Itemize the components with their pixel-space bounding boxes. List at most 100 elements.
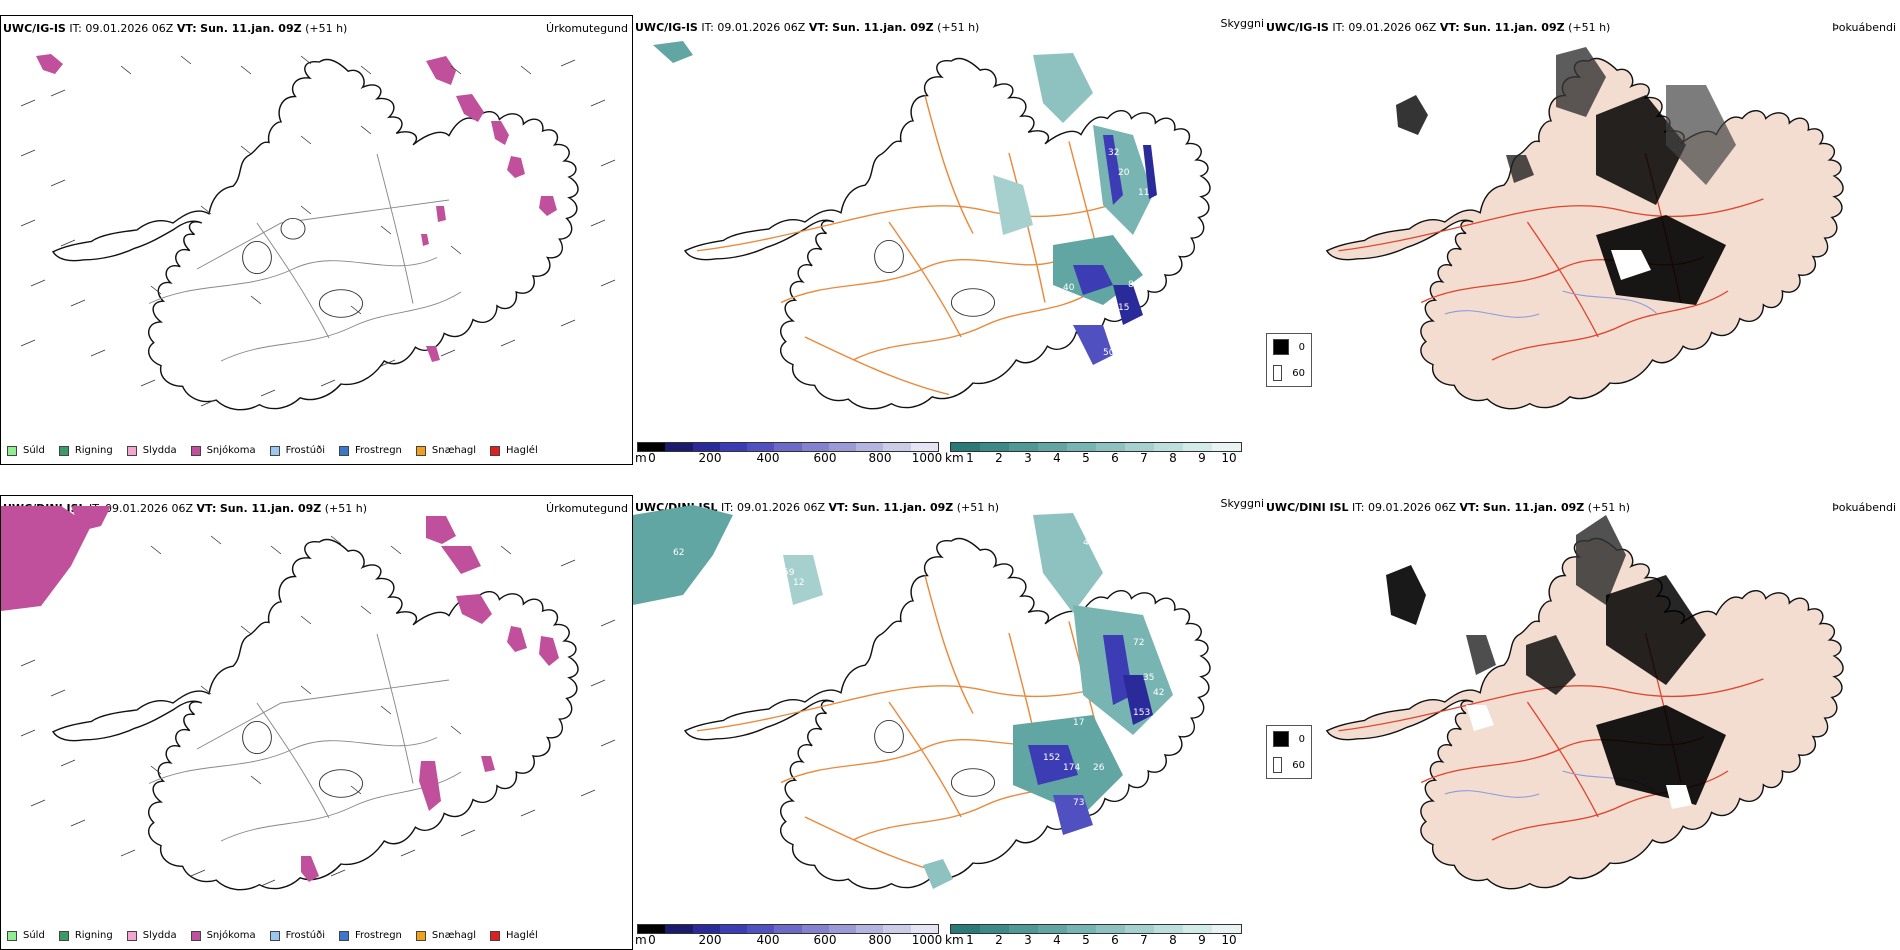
visibility-swatch	[980, 925, 1009, 933]
visibility-swatch	[1096, 443, 1125, 451]
legend-swatch	[415, 930, 426, 941]
legend-swatch	[126, 930, 137, 941]
legend-swatch	[490, 445, 501, 456]
ceiling-swatches	[637, 924, 939, 934]
visibility-tick: 5	[1082, 933, 1090, 947]
product-title: Úrkomutegund	[546, 22, 628, 35]
legend-swatch	[58, 445, 69, 456]
ceiling-swatch	[801, 443, 829, 451]
ceiling-swatch	[828, 925, 857, 933]
ceiling-swatch	[638, 443, 666, 451]
svg-text:20: 20	[1118, 168, 1130, 178]
svg-text:43: 43	[1083, 538, 1094, 548]
visibility-swatch	[1183, 925, 1212, 933]
fog-areas	[1386, 515, 1726, 809]
ceiling-swatch	[747, 443, 775, 451]
legend-item: Snæhagl	[415, 930, 476, 941]
ceiling-tick: 0	[648, 451, 656, 465]
fog-map	[1326, 47, 1844, 410]
visibility-swatch	[1125, 925, 1154, 933]
visibility-colorbar: km 1 2 3 4 5 6 7 8 9 10	[945, 921, 1245, 947]
snow-areas	[1, 506, 559, 882]
fog-legend: 0 60	[1266, 725, 1312, 779]
visibility-areas	[633, 505, 1173, 889]
ceiling-tick: 400	[756, 933, 780, 947]
legend-swatch	[339, 930, 349, 941]
legend-item: Rigning	[58, 445, 113, 456]
svg-text:17: 17	[1073, 718, 1084, 728]
ceiling-values: 62 59 12 25 43 72 66 35 42 60 153 16 152…	[673, 538, 1185, 888]
panel-header: UWC/IG-IS IT: 09.01.2026 06Z VT: Sun. 11…	[635, 21, 980, 34]
ceiling-tick: 800	[868, 451, 892, 465]
ceiling-swatch	[910, 443, 938, 451]
legend-item: Rigning	[58, 930, 113, 941]
legend-swatch	[339, 445, 349, 456]
legend-item: Súld	[7, 445, 45, 456]
visibility-swatch	[951, 925, 980, 933]
legend-item: Snjókoma	[190, 445, 256, 456]
visibility-swatch	[1212, 443, 1241, 451]
svg-text:72: 72	[1133, 638, 1144, 648]
fog-swatch	[1273, 757, 1283, 773]
ceiling-swatch	[883, 925, 911, 933]
legend-item: Slydda	[126, 445, 177, 456]
svg-text:153: 153	[1133, 708, 1150, 718]
ceiling-values: 45 32 20 11 35 89 75 15 316 50 40	[1063, 58, 1169, 358]
visibility-tick: 9	[1198, 933, 1206, 947]
fog-legend-row: 60	[1267, 360, 1311, 386]
fog-swatch	[1273, 365, 1283, 381]
svg-text:89: 89	[1128, 280, 1140, 290]
visibility-swatches	[950, 924, 1242, 934]
ptype-map	[20, 54, 616, 411]
fog-legend-row: 0	[1267, 334, 1311, 360]
fog-areas	[1396, 47, 1736, 305]
snow-areas	[36, 54, 557, 362]
ceiling-swatch	[856, 925, 884, 933]
product-title: Skyggni	[1220, 17, 1264, 30]
fog-legend-row: 0	[1267, 726, 1311, 752]
product-title: Þokuábendi	[1832, 501, 1896, 514]
visibility-map: 62 59 12 25 43 72 66 35 42 60 153 16 152…	[633, 505, 1211, 890]
legend-item: Frostregn	[339, 930, 402, 941]
legend-swatch	[415, 445, 426, 456]
ceiling-unit: m	[635, 451, 647, 465]
svg-text:16: 16	[1148, 723, 1160, 733]
svg-text:15: 15	[1118, 303, 1129, 313]
svg-text:11: 11	[1138, 188, 1149, 198]
svg-text:40: 40	[1063, 283, 1075, 293]
svg-text:75: 75	[1148, 268, 1159, 278]
ceiling-swatch	[692, 443, 720, 451]
visibility-map: 45 32 20 11 35 89 75 15 316 50 40	[653, 41, 1211, 410]
visibility-tick: 8	[1169, 451, 1177, 465]
ceiling-swatch	[801, 925, 829, 933]
legend-swatch	[7, 445, 17, 456]
svg-text:32: 32	[1108, 148, 1119, 158]
legend-item: Snjókoma	[190, 930, 256, 941]
visibility-swatch	[1038, 443, 1067, 451]
ptype-legend: Súld Rigning Slydda Snjókoma Frostúði Fr…	[7, 930, 552, 941]
svg-text:50: 50	[1103, 348, 1115, 358]
visibility-swatch	[1212, 925, 1241, 933]
visibility-tick: 6	[1111, 451, 1119, 465]
ceiling-swatches	[637, 442, 939, 452]
ceiling-swatch	[665, 925, 693, 933]
svg-text:152: 152	[1043, 753, 1060, 763]
legend-swatch	[269, 445, 280, 456]
ceiling-swatch	[719, 925, 748, 933]
ceiling-tick: 800	[868, 933, 892, 947]
ceiling-tick: 200	[698, 933, 722, 947]
ceiling-colorbar: m 0 200 400 600 800 1000	[635, 439, 945, 465]
fog-panel-bottom: UWC/DINI ISL IT: 09.01.2026 06Z VT: Sun.…	[1266, 495, 1900, 950]
svg-text:59: 59	[783, 568, 795, 578]
fog-legend-row: 60	[1267, 752, 1311, 778]
svg-text:62: 62	[673, 548, 684, 558]
visibility-swatch	[1154, 925, 1183, 933]
fog-legend: 0 60	[1266, 333, 1312, 387]
ceiling-colorbar: m 0 200 400 600 800 1000	[635, 921, 945, 947]
legend-item: Súld	[7, 930, 45, 941]
ceiling-tick: 600	[813, 451, 837, 465]
visibility-tick: 7	[1140, 451, 1148, 465]
svg-text:35: 35	[1158, 208, 1169, 218]
visibility-tick: 2	[995, 451, 1003, 465]
legend-swatch	[7, 930, 17, 941]
